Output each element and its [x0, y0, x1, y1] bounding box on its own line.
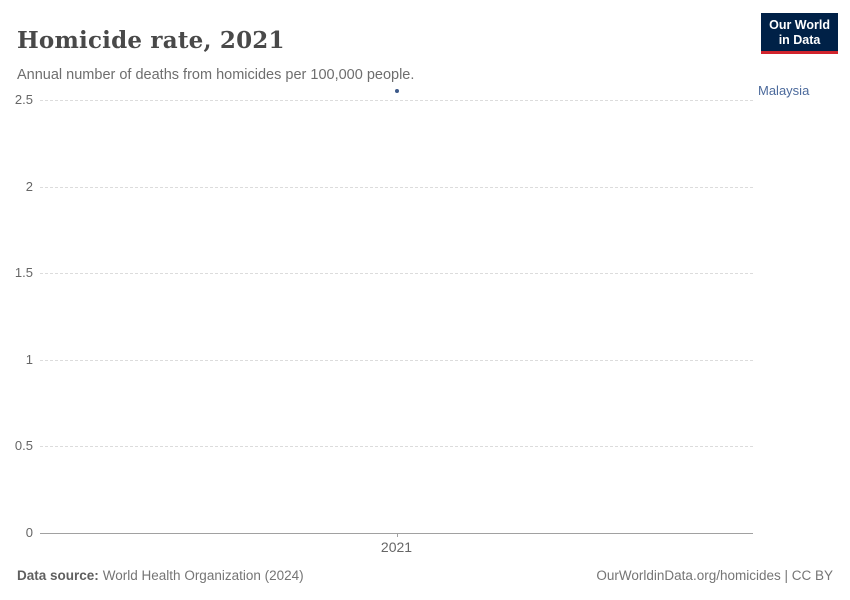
y-tick-label-2.5: 2.5: [14, 92, 33, 107]
gridline-2: [40, 186, 753, 188]
footer-source-value: World Health Organization (2024): [102, 568, 304, 583]
chart-subtitle: Annual number of deaths from homicides p…: [17, 66, 415, 83]
chart-footer: Data source: World Health Organization (2…: [17, 568, 833, 583]
gridline-1.5: [40, 273, 753, 274]
footer-attribution: OurWorldinData.org/homicides | CC BY: [596, 568, 833, 583]
y-tick-label-1.5: 1.5: [14, 265, 33, 280]
gridline-2.5: [40, 100, 753, 101]
x-tick-label-2021: 2021: [380, 539, 413, 555]
owid-logo[interactable]: Our World in Data: [761, 13, 838, 54]
y-tick-label-0: 0: [25, 524, 33, 540]
gridline-0.5: [40, 446, 753, 447]
y-tick-label-2: 2: [25, 178, 33, 194]
footer-source-label: Data source:: [17, 568, 99, 583]
owid-logo-line2: in Data: [778, 32, 821, 47]
y-tick-label-1: 1: [25, 351, 33, 367]
footer-source: Data source: World Health Organization (2…: [17, 568, 304, 583]
page-title: Homicide rate, 2021: [17, 27, 285, 55]
owid-logo-line1: Our World: [769, 18, 830, 32]
gridline-1: [40, 359, 753, 361]
y-tick-label-0.5: 0.5: [14, 438, 33, 453]
x-tick-mark-2021: [396, 532, 398, 537]
entity-label-malaysia[interactable]: Malaysia: [758, 83, 810, 99]
data-point-malaysia[interactable]: [394, 89, 399, 94]
